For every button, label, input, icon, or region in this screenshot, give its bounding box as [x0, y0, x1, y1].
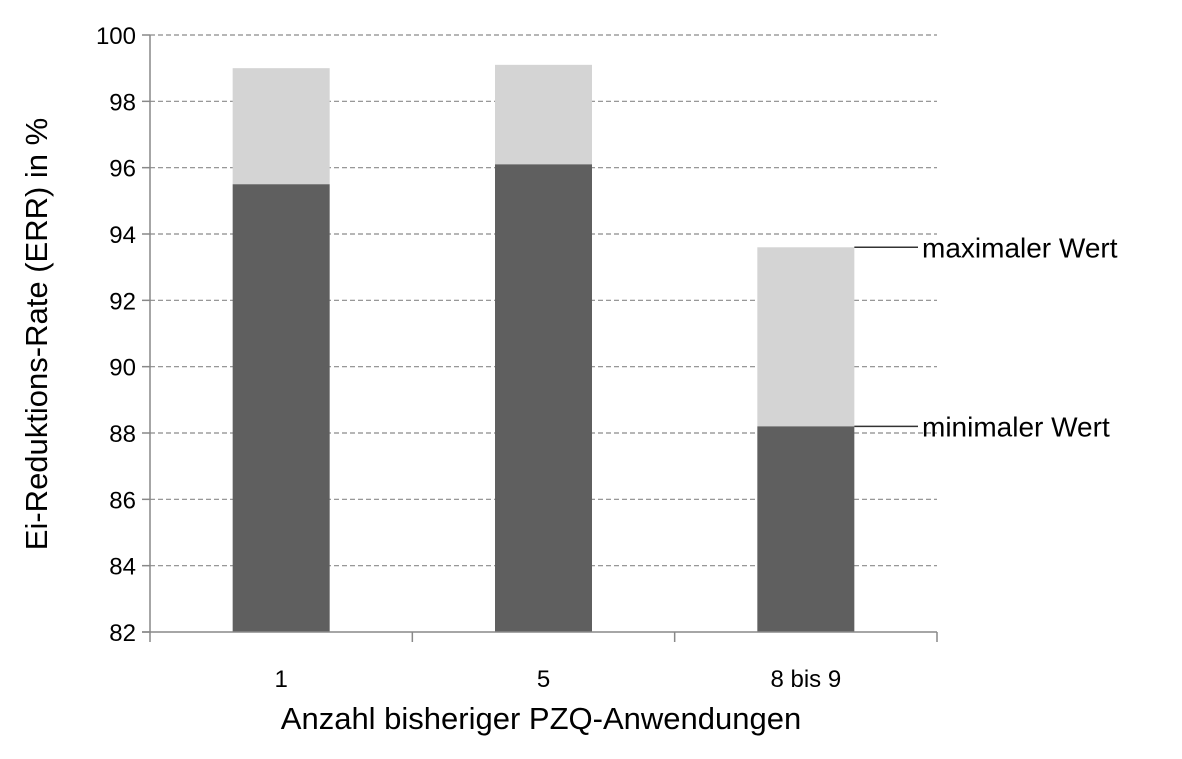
- y-tick-label: 100: [96, 23, 136, 50]
- annotation-min-label: minimaler Wert: [922, 411, 1110, 442]
- bar-min-segment: [757, 426, 855, 632]
- y-tick-label: 88: [109, 421, 136, 448]
- bar-min-segment: [495, 164, 592, 632]
- axes: [142, 35, 937, 633]
- bar-max-segment: [757, 247, 855, 427]
- bar-series: [232, 64, 855, 632]
- y-tick-label: 84: [109, 554, 136, 581]
- y-tick-label: 90: [109, 355, 136, 382]
- x-axis-label: Anzahl bisheriger PZQ-Anwendungen: [281, 701, 801, 736]
- x-tick-label: 8 bis 9: [770, 666, 841, 693]
- bar-max-segment: [232, 68, 330, 185]
- bar-min-segment: [232, 184, 330, 632]
- y-axis-label: Ei-Reduktions-Rate (ERR) in %: [19, 118, 54, 550]
- x-tick-label: 1: [274, 666, 287, 693]
- y-tick-label: 98: [109, 89, 136, 116]
- y-tick-label: 82: [109, 620, 136, 647]
- bar-max-segment: [495, 64, 592, 165]
- y-axis-ticks: 82 84 86 88 90 92 94 96 98 100: [96, 23, 150, 647]
- y-tick-label: 86: [109, 487, 136, 514]
- annotations: maximaler Wert minimaler Wert: [854, 232, 1118, 442]
- x-axis-ticks: 1 5 8 bis 9: [149, 632, 938, 693]
- x-tick-label: 5: [537, 666, 550, 693]
- annotation-max-label: maximaler Wert: [922, 232, 1118, 263]
- y-tick-label: 92: [109, 288, 136, 315]
- y-tick-label: 96: [109, 156, 136, 183]
- y-tick-label: 94: [109, 222, 136, 249]
